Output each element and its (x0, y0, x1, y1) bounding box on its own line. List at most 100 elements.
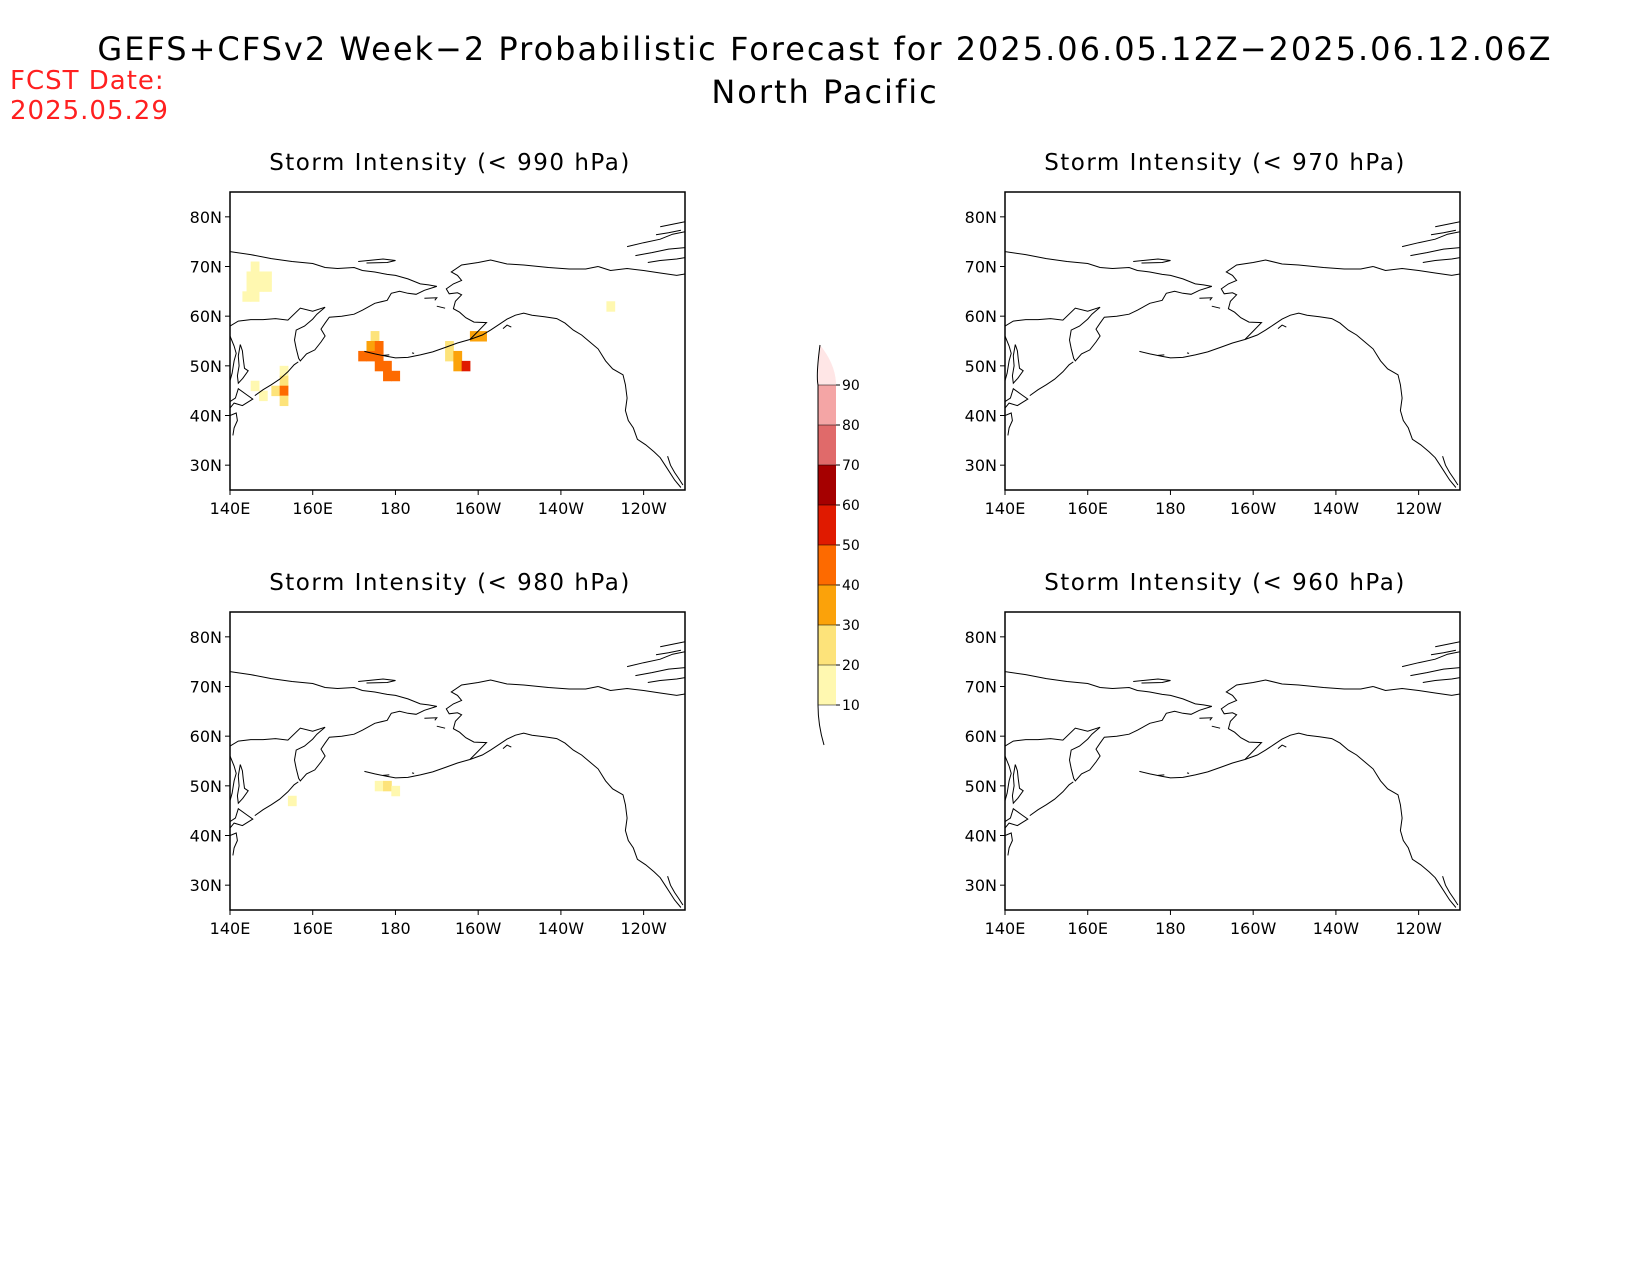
probability-cell (254, 281, 264, 292)
coastline (364, 759, 471, 779)
coastline (635, 667, 685, 677)
coastline (1005, 285, 1212, 362)
probability-cell (366, 350, 376, 362)
lon-label: 140W (538, 919, 585, 938)
probability-colorbar: 10 20 30 40 50 60 70 80 90 (816, 344, 860, 746)
forecast-date: FCST Date: 2025.05.29 (10, 66, 169, 126)
lon-label: 160W (455, 499, 502, 518)
lat-label: 30N (190, 876, 222, 895)
lat-label: 80N (190, 208, 222, 227)
coastline (502, 324, 512, 329)
coastline (469, 732, 682, 908)
probability-field (287, 780, 401, 807)
lon-label: 180 (380, 919, 411, 938)
coastline (411, 352, 415, 354)
probability-cell (246, 271, 256, 282)
coastline (1005, 335, 1012, 381)
lon-label: 180 (1155, 919, 1186, 938)
lat-label: 40N (190, 407, 222, 426)
coastline (1133, 258, 1171, 264)
coastline (230, 387, 254, 409)
probability-cell (445, 350, 454, 362)
coastline (1139, 759, 1246, 779)
lat-label: 50N (190, 357, 222, 376)
coastline (1401, 231, 1460, 248)
coastline (1442, 456, 1459, 486)
lat-label: 70N (190, 678, 222, 697)
coastline (502, 744, 512, 749)
coastline (660, 641, 685, 648)
probability-cell (478, 331, 487, 342)
lon-label: 180 (1155, 499, 1186, 518)
probability-cell (246, 281, 256, 292)
probability-cell (453, 350, 463, 362)
map-frame (229, 191, 686, 491)
lon-label: 120W (620, 499, 667, 518)
lat-label: 40N (965, 827, 997, 846)
main-title: GEFS+CFSv2 Week−2 Probabilistic Forecast… (0, 28, 1650, 114)
coastline (1029, 781, 1074, 817)
lon-label: 180 (380, 499, 411, 518)
panel-title-960: Storm Intensity (< 960 hPa) (1044, 570, 1406, 596)
lon-label: 160W (455, 919, 502, 938)
lon-label: 160E (292, 919, 333, 938)
coastline (1157, 354, 1165, 356)
coastline (1277, 744, 1287, 749)
lon-label: 120W (620, 919, 667, 938)
coastline (626, 231, 685, 248)
map-panel-960: 80N 70N 60N 50N 40N 30N 140E 160E 180 160W 140W 120… (965, 611, 1461, 938)
lon-label: 160E (1067, 499, 1108, 518)
probability-cell (279, 395, 289, 407)
lat-label: 80N (965, 628, 997, 647)
coastline (597, 266, 685, 276)
colorbar-label: 90 (842, 378, 860, 394)
coastline (1186, 352, 1190, 354)
coastline (436, 305, 446, 309)
coastline (1244, 312, 1457, 488)
coastline (1157, 774, 1165, 776)
coastline (230, 251, 437, 287)
coastline (1211, 305, 1221, 309)
colorbar-box (818, 425, 836, 465)
coastline (254, 781, 299, 817)
coastline (230, 335, 237, 381)
colorbar-top-cap (818, 345, 836, 385)
probability-cell (254, 271, 264, 282)
lon-label: 120W (1395, 499, 1442, 518)
coastline (1277, 324, 1287, 329)
coastline (411, 772, 415, 774)
coastline (597, 686, 685, 696)
map-frame (1004, 611, 1461, 911)
probability-cell (250, 261, 260, 272)
coastline (1430, 649, 1456, 656)
probability-cell (461, 360, 471, 372)
coastline (1029, 361, 1074, 397)
lon-label: 140E (210, 499, 251, 518)
probability-cell (358, 350, 367, 362)
coastline (1372, 266, 1460, 276)
coastline (1220, 259, 1374, 340)
coastline (230, 807, 254, 829)
coastline (230, 705, 437, 782)
probability-cell (606, 301, 616, 312)
coastline (230, 832, 238, 856)
map-panel-990: 80N 70N 60N 50N 40N 30N 140E 160E 180 160W 140W 120… (190, 191, 686, 518)
map-panel-980: 80N 70N 60N 50N 40N 30N 140E 160E 180 160W 140W 120… (190, 611, 686, 938)
coastline (230, 412, 238, 436)
lat-label: 30N (965, 876, 997, 895)
colorbar-label: 50 (842, 538, 860, 554)
coastline (445, 259, 599, 340)
coastline (626, 651, 685, 668)
lon-label: 140E (985, 919, 1026, 938)
lat-label: 60N (190, 727, 222, 746)
coastline (1139, 339, 1246, 359)
lat-label: 40N (965, 407, 997, 426)
probability-cell (391, 785, 401, 797)
colorbar-box (818, 585, 836, 625)
colorbar-box (818, 665, 836, 705)
probability-cell (374, 360, 384, 372)
coastline (1005, 807, 1029, 829)
coastline (635, 247, 685, 257)
probability-cell (374, 341, 384, 352)
probability-cell (383, 360, 392, 372)
